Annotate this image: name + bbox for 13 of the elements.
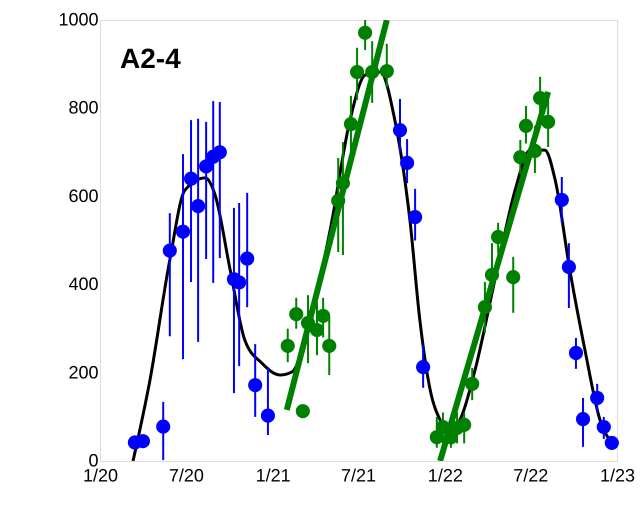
annotation: A2-4 [120,43,182,74]
x-tick-label: 1/23 [600,466,636,486]
y-tick-label: 600 [68,186,98,206]
x-tick-label: 7/20 [168,466,204,486]
x-tick-label: 7/22 [513,466,548,486]
x-tick-label: 1/20 [82,466,118,486]
x-tick-label: 1/21 [256,466,291,486]
y-tick-label: 1000 [58,10,98,30]
y-tick-label: 400 [68,274,98,294]
x-tick-label: 7/21 [341,466,376,486]
y-tick-label: 800 [68,98,98,118]
y-tick-label: 200 [68,362,98,382]
x-tick-label: 1/22 [428,466,463,486]
